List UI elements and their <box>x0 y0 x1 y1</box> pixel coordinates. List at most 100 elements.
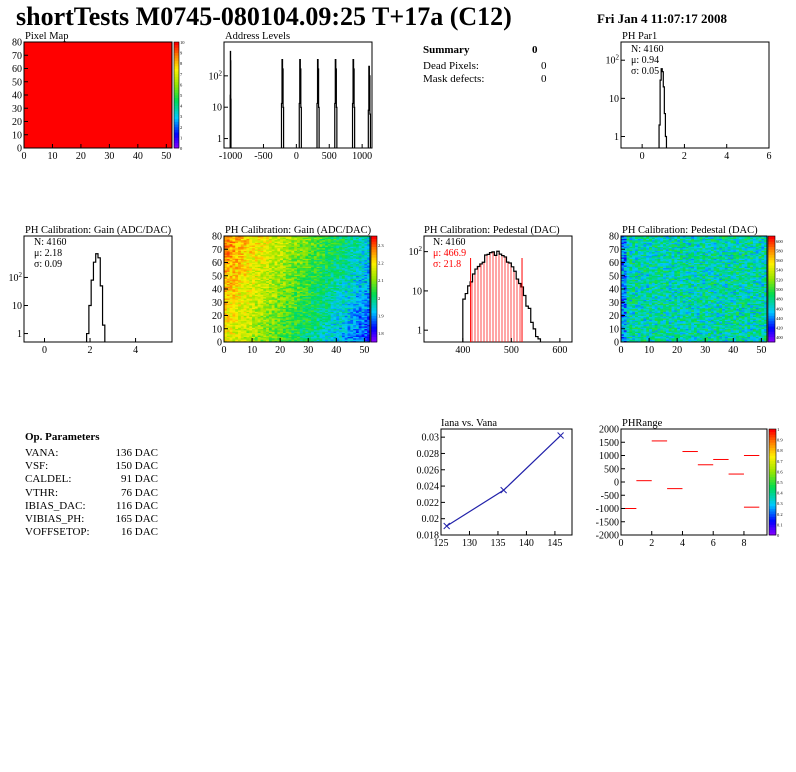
gain-map-cell <box>226 308 230 311</box>
gain-map-cell <box>364 281 368 283</box>
gain-map-cell <box>249 266 253 269</box>
gain-map-cell <box>299 239 303 242</box>
gain-map-cell <box>229 243 233 246</box>
gain-map-cell <box>229 283 233 286</box>
gain-map-cell <box>325 273 329 275</box>
gain-map-cell <box>291 307 295 310</box>
gain-map-cell <box>263 311 267 314</box>
gain-map-cell <box>322 308 326 311</box>
gain-map-cell <box>325 331 329 334</box>
gain-map-cell <box>327 320 331 323</box>
gain-map-cell <box>285 265 289 267</box>
gain-map-cell <box>263 259 267 262</box>
gain-map-cell <box>271 319 275 322</box>
gain-map-colorbar-segment <box>371 254 377 258</box>
pedestal-map-cell <box>629 254 633 257</box>
pedestal-map-cell <box>637 285 641 287</box>
gain-map-cell <box>246 286 250 288</box>
gain-map-cell <box>271 290 275 292</box>
gain-map-cell <box>224 292 228 295</box>
gain-map-cell <box>282 247 287 250</box>
gain-map-x-tick-label: 40 <box>331 345 341 356</box>
gain-map-cell <box>341 308 346 311</box>
gain-map-cell <box>341 299 346 302</box>
gain-map-cell <box>285 250 289 253</box>
gain-map-cell <box>297 265 301 267</box>
gain-map-cell <box>325 311 329 314</box>
gain-map-cell <box>232 269 236 271</box>
gain-map-cell <box>297 279 301 282</box>
pedestal-map-cell <box>623 328 627 331</box>
gain-map-cell <box>238 273 242 275</box>
pedestal-map-cell <box>632 275 636 278</box>
gain-map-cell <box>282 269 287 271</box>
gain-map-cell <box>288 304 292 307</box>
gain-map-cell <box>232 236 236 238</box>
gain-map-cell <box>226 292 230 295</box>
gain-map-cell <box>277 238 281 241</box>
pedestal-map-cell <box>626 283 630 286</box>
pedestal-map-cell <box>635 271 639 274</box>
gain-map-cell <box>246 308 250 311</box>
gain-map-cell <box>341 318 346 320</box>
gain-map-cell <box>364 310 368 312</box>
pedestal-map-cell <box>632 283 636 286</box>
gain-map-cell <box>285 336 289 339</box>
gain-map-colorbar-segment <box>371 318 377 322</box>
gain-map-cell <box>350 340 354 343</box>
pedestal-map-cell <box>629 236 633 238</box>
gain-map-cell <box>232 247 236 250</box>
pedestal-map-cell <box>621 251 625 254</box>
gain-map-cell <box>232 306 236 308</box>
gain-map-cell <box>260 283 264 286</box>
gain-map-cell <box>333 255 337 258</box>
gain-map-cell <box>319 338 323 340</box>
pedestal-map-cell <box>623 326 627 328</box>
gain-map-cell <box>316 273 320 275</box>
gain-map-cell <box>266 251 270 254</box>
gain-map-cell <box>330 326 334 328</box>
gain-map-cell <box>322 267 326 270</box>
gain-map-cell <box>353 304 357 307</box>
gain-map-cell <box>229 291 233 294</box>
gain-map-cell <box>226 246 230 249</box>
gain-map-cell <box>339 319 343 322</box>
gain-map-cell <box>277 327 281 330</box>
gain-map-cell <box>243 289 247 291</box>
gain-map-cell <box>238 316 242 319</box>
gain-map-cell <box>367 300 371 303</box>
gain-map-cell <box>254 261 258 263</box>
pedestal-map-cell <box>626 311 630 314</box>
gain-map-cell <box>249 319 253 322</box>
gain-map-cell <box>238 289 242 291</box>
gain-map-cell <box>311 263 315 266</box>
gain-map-cell <box>322 257 326 259</box>
gain-map-cell <box>229 296 233 299</box>
gain-map-cell <box>238 322 242 324</box>
pedestal-map-cell <box>635 328 639 331</box>
gain-map-cell <box>260 250 264 253</box>
gain-map-cell <box>311 236 315 238</box>
gain-map-cell <box>336 338 340 340</box>
gain-map-cell <box>367 236 371 238</box>
gain-map-cell <box>280 278 284 281</box>
gain-map-cell <box>316 275 320 278</box>
gain-map-cell <box>316 236 320 238</box>
gain-map-cell <box>355 245 360 247</box>
pixel-map-colorbar-segment <box>174 87 179 91</box>
gain-map-cell <box>367 316 371 319</box>
gain-map-cell <box>240 298 244 300</box>
gain-map-cell <box>322 336 326 339</box>
gain-map-cell <box>257 310 261 312</box>
gain-map-cell <box>353 295 357 298</box>
pixel-map-colorbar-segment <box>174 92 179 96</box>
gain-map-cell <box>322 311 326 314</box>
gain-map-cell <box>361 294 365 296</box>
gain-map-cell <box>254 241 258 243</box>
gain-map-cell <box>263 298 267 300</box>
gain-map-cell <box>355 270 360 273</box>
gain-map-cell <box>319 257 323 259</box>
gain-map-cell <box>322 261 326 263</box>
gain-map-cell <box>297 253 301 255</box>
pedestal-map-cell <box>623 243 627 246</box>
